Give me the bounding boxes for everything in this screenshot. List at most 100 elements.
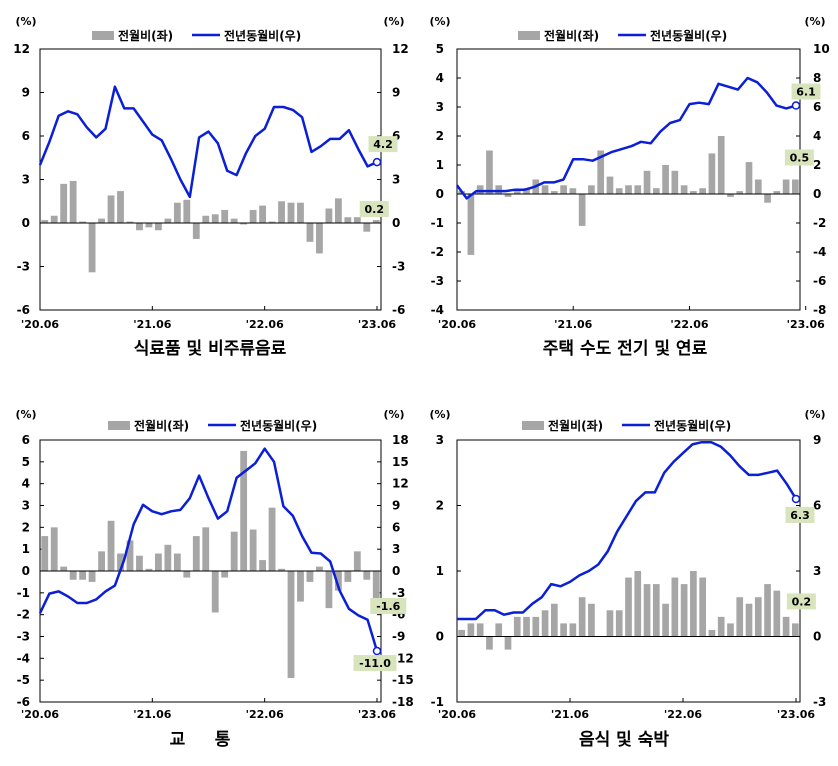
line-series (38, 447, 379, 652)
right-tick-label: -4 (813, 245, 826, 259)
bar-mark (316, 566, 323, 571)
left-tick-label: 3 (436, 100, 444, 114)
bar-mark (643, 584, 651, 637)
bar-mark (578, 597, 586, 637)
bar-mark (495, 623, 503, 637)
right-tick-label: -6 (813, 274, 826, 288)
chart-title: 식료품 및 비주류음료 (134, 339, 287, 359)
bar-mark (634, 571, 642, 637)
line-value-label: 6.3 (790, 509, 810, 522)
bar-mark (126, 540, 134, 571)
line-end-marker (372, 157, 382, 167)
legend-bar-label: 전월비(좌) (118, 28, 173, 43)
bar-mark (588, 185, 595, 194)
left-tick-label: 6 (22, 433, 30, 447)
left-tick-label: 9 (22, 86, 30, 100)
bar-mark (745, 162, 753, 194)
bar-mark (183, 199, 191, 223)
bar-mark (504, 636, 512, 650)
left-tick-label: 5 (22, 455, 30, 469)
right-tick-label: 6 (813, 100, 821, 114)
bar-mark (717, 616, 725, 637)
bar-mark (363, 223, 371, 232)
bar-mark (551, 603, 558, 637)
bar-mark (615, 188, 623, 194)
legend-bar-label: 전월비(좌) (134, 418, 189, 433)
bar-value-label: 0.2 (792, 595, 812, 608)
bar-mark (230, 531, 238, 571)
bar-mark (211, 214, 219, 223)
bar-mark (643, 170, 651, 194)
bar-mark (513, 616, 521, 637)
bar-mark (782, 616, 790, 637)
legend-bar-swatch (518, 31, 540, 40)
bar-mark (625, 185, 632, 194)
bar-mark (268, 221, 276, 223)
right-unit-label: (%) (804, 15, 825, 28)
bar-mark (476, 185, 484, 194)
bar-mark (745, 603, 753, 637)
bar-mark (117, 553, 124, 571)
right-tick-label: 6 (813, 499, 821, 513)
bar-mark (532, 616, 540, 637)
right-tick-label: 2 (813, 158, 821, 172)
left-tick-label: 4 (22, 477, 30, 491)
legend-bar-swatch (92, 31, 114, 40)
right-tick-label: 12 (392, 477, 409, 491)
left-tick-label: -5 (17, 673, 30, 687)
bar-mark (249, 209, 257, 223)
bar-mark (164, 218, 172, 223)
left-tick-label: -4 (431, 303, 444, 317)
left-tick-label: 5 (436, 42, 444, 56)
bar-mark (662, 165, 669, 194)
x-tick-label: '21.06 (551, 708, 590, 721)
legend-bar-swatch (522, 421, 544, 430)
bar-mark (690, 571, 697, 637)
bar-mark (634, 185, 642, 194)
left-unit-label: (%) (429, 408, 450, 421)
line-end-marker (791, 494, 801, 504)
left-tick-label: 0 (436, 630, 444, 644)
bar-mark (240, 223, 248, 225)
bar-mark (259, 560, 267, 571)
bar-mark (41, 220, 49, 223)
bar-mark (372, 220, 380, 223)
bar-mark (773, 590, 781, 637)
bar-mark (708, 629, 716, 637)
bar-value-label-bg (359, 201, 389, 217)
bar-mark (69, 571, 77, 580)
bar-mark (126, 221, 134, 223)
right-tick-label: 6 (392, 129, 400, 143)
legend-bar-swatch (108, 421, 130, 430)
bar-mark (569, 623, 577, 637)
bar-mark (69, 180, 77, 223)
bar-mark (486, 150, 493, 194)
bar-mark (782, 179, 790, 194)
right-tick-label: -3 (813, 695, 826, 709)
bar-value-label: 0.2 (365, 203, 385, 216)
bar-mark (353, 217, 361, 223)
bar-mark (773, 191, 781, 194)
right-tick-label: -8 (813, 303, 826, 317)
bar-mark (287, 571, 295, 678)
bar-mark (325, 571, 333, 609)
bar-mark (671, 170, 679, 194)
bar-mark (467, 623, 475, 637)
legend-bar-label: 전월비(좌) (544, 28, 599, 43)
right-tick-label: 9 (813, 433, 821, 447)
bar-mark (202, 527, 210, 571)
bar-value-label-bg (786, 593, 816, 610)
x-tick-label: '23.06 (358, 318, 397, 331)
right-tick-label: 3 (392, 542, 400, 556)
chart-title: 음식 및 숙박 (579, 730, 669, 750)
line-value-label-bg (785, 506, 815, 523)
x-tick-label: '22.06 (670, 318, 709, 331)
bar-mark (334, 198, 342, 223)
line-value-label-bg (791, 83, 821, 100)
bar-mark (372, 571, 380, 606)
bar-value-label: 0.5 (790, 152, 810, 165)
x-tick-label: '23.06 (787, 318, 826, 331)
bar-mark (671, 577, 679, 637)
bar-mark (230, 218, 238, 223)
bar-mark (699, 188, 706, 194)
